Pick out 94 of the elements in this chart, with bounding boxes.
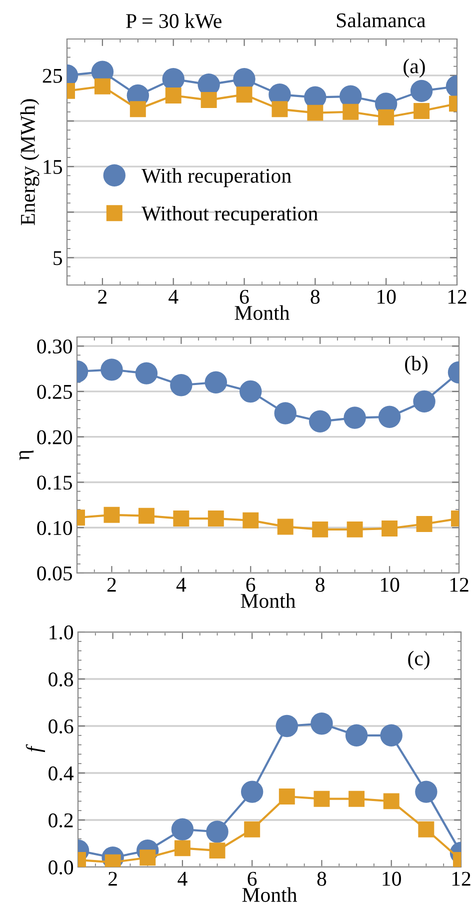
point bbox=[209, 842, 226, 859]
point bbox=[278, 788, 295, 804]
point bbox=[382, 520, 398, 537]
point bbox=[418, 821, 434, 838]
point bbox=[307, 104, 324, 121]
x-tick-label: 2 bbox=[108, 872, 117, 886]
point bbox=[138, 508, 154, 524]
x-tick-label: 12 bbox=[448, 290, 466, 304]
y-tick-label: 0.8 bbox=[48, 672, 74, 687]
point bbox=[240, 780, 264, 803]
point bbox=[414, 102, 430, 119]
y-tick-label: 0.2 bbox=[48, 813, 73, 828]
point bbox=[345, 724, 368, 747]
x-tick-label: 12 bbox=[450, 578, 468, 592]
point bbox=[170, 374, 192, 396]
x-tick-label: 4 bbox=[168, 290, 178, 304]
point bbox=[348, 790, 365, 807]
y-tick-label: 0.05 bbox=[37, 566, 72, 581]
x-tick-label: 4 bbox=[178, 872, 188, 886]
point bbox=[200, 92, 217, 108]
point bbox=[173, 510, 190, 527]
y-axis-title: η bbox=[19, 450, 34, 460]
point bbox=[240, 380, 262, 403]
legend-label: With recuperation bbox=[141, 168, 292, 188]
x-tick-label: 10 bbox=[380, 578, 400, 592]
chart-title: P = 30 kWe bbox=[126, 13, 222, 28]
y-tick-label: 1.0 bbox=[50, 625, 74, 640]
point bbox=[308, 410, 332, 433]
x-tick-label: 10 bbox=[382, 872, 401, 886]
point bbox=[344, 406, 366, 429]
y-axis-title: Energy (MWh) bbox=[20, 99, 40, 226]
y-tick-label: 5 bbox=[54, 251, 62, 266]
legend-label: Without recuperation bbox=[141, 206, 318, 225]
point bbox=[312, 521, 328, 538]
text: Salamanca bbox=[336, 12, 426, 28]
annotation: (b) bbox=[405, 356, 428, 375]
y-tick-label: 0.15 bbox=[37, 476, 72, 490]
point bbox=[135, 362, 158, 384]
y-tick-label: 0.30 bbox=[37, 339, 72, 354]
point bbox=[380, 724, 402, 747]
point bbox=[413, 390, 436, 413]
point bbox=[272, 101, 288, 118]
y-tick-label: 25 bbox=[42, 68, 62, 83]
point bbox=[415, 780, 438, 803]
y-tick-label: 0.20 bbox=[37, 430, 72, 444]
y-tick-label: 0.6 bbox=[48, 719, 74, 734]
point bbox=[346, 521, 363, 538]
y-tick-label: 0.25 bbox=[37, 384, 72, 399]
x-tick-label: 4 bbox=[176, 578, 186, 592]
x-tick-label: 2 bbox=[98, 290, 107, 304]
point bbox=[204, 371, 228, 394]
point bbox=[130, 101, 146, 118]
point bbox=[100, 358, 123, 381]
point bbox=[378, 109, 394, 126]
point bbox=[165, 88, 182, 104]
point bbox=[206, 820, 228, 843]
x-tick-label: 8 bbox=[317, 872, 326, 886]
x-tick-label: 12 bbox=[452, 872, 470, 886]
x-axis-title: Month bbox=[234, 305, 290, 320]
point bbox=[274, 402, 296, 424]
point bbox=[104, 506, 120, 523]
y-axis-title: f bbox=[26, 744, 46, 752]
x-axis-title: Month bbox=[242, 887, 298, 902]
y-tick-label: 0.4 bbox=[48, 766, 74, 781]
y-tick-label: 15 bbox=[44, 160, 62, 174]
point bbox=[383, 793, 400, 810]
point bbox=[378, 406, 401, 428]
point bbox=[410, 80, 433, 102]
x-tick-label: 6 bbox=[246, 578, 256, 592]
point bbox=[342, 104, 359, 120]
point bbox=[314, 790, 330, 807]
point bbox=[174, 840, 190, 856]
annotation: (a) bbox=[404, 58, 425, 78]
point bbox=[94, 78, 110, 94]
x-tick-label: 6 bbox=[240, 290, 249, 304]
x-tick-label: 10 bbox=[378, 290, 396, 304]
point bbox=[416, 516, 432, 532]
y-tick-label: 0.10 bbox=[37, 520, 72, 536]
x-tick-label: 6 bbox=[248, 872, 257, 886]
point bbox=[242, 512, 259, 528]
point bbox=[310, 712, 333, 735]
point bbox=[208, 510, 224, 527]
x-tick-label: 2 bbox=[107, 578, 116, 592]
point bbox=[236, 86, 252, 103]
point bbox=[140, 850, 156, 866]
point bbox=[277, 518, 294, 535]
point bbox=[276, 714, 298, 738]
x-axis-title: Month bbox=[240, 593, 296, 608]
point bbox=[244, 821, 260, 838]
y-tick-label: 0.0 bbox=[48, 860, 74, 875]
point bbox=[171, 818, 194, 841]
x-tick-label: 8 bbox=[316, 578, 325, 592]
annotation: (c) bbox=[408, 650, 430, 670]
x-tick-label: 8 bbox=[310, 290, 320, 304]
